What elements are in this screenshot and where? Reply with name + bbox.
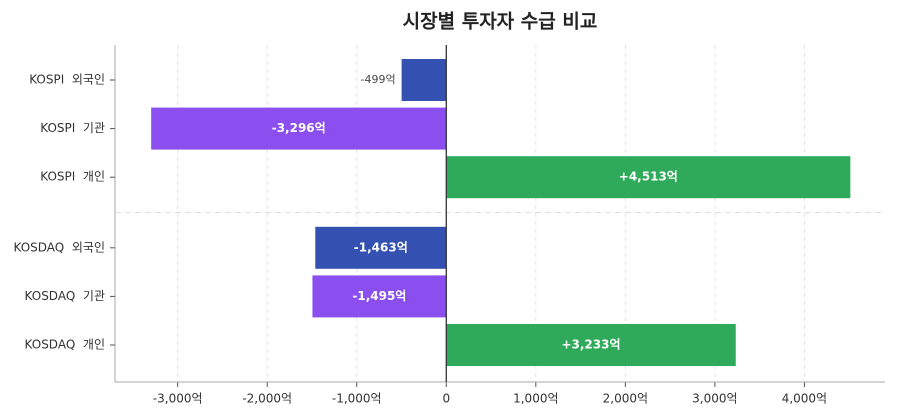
x-tick-label: 2,000억 — [603, 392, 648, 406]
x-tick-label: -1,000억 — [332, 392, 382, 406]
value-label: +4,513억 — [619, 170, 678, 184]
x-tick-label: 1,000억 — [513, 392, 558, 406]
bar — [312, 275, 447, 318]
bar — [151, 107, 447, 150]
value-label: -1,463억 — [354, 240, 408, 254]
y-tick-label: KOSDAQ 기관 — [25, 289, 105, 303]
bar — [401, 59, 447, 101]
x-tick-label: 3,000억 — [692, 392, 737, 406]
x-tick-label: 4,000억 — [782, 392, 827, 406]
value-label: -499억 — [361, 73, 396, 86]
bar — [446, 156, 851, 199]
bar — [446, 324, 736, 366]
y-tick-label: KOSPI 외국인 — [29, 73, 105, 87]
value-label: -3,296억 — [272, 121, 326, 135]
y-tick-label: KOSPI 개인 — [40, 170, 105, 184]
y-tick-label: KOSPI 기관 — [40, 121, 105, 135]
y-tick-label: KOSDAQ 외국인 — [14, 240, 106, 254]
x-tick-label: 0 — [442, 392, 450, 406]
chart-title: 시장별 투자자 수급 비교 — [403, 11, 598, 33]
value-label: -1,495억 — [352, 289, 406, 303]
value-label: +3,233억 — [561, 338, 620, 352]
x-tick-label: -3,000억 — [153, 392, 203, 406]
y-tick-label: KOSDAQ 개인 — [25, 338, 105, 352]
bar — [315, 226, 447, 269]
x-tick-label: -2,000억 — [242, 392, 292, 406]
